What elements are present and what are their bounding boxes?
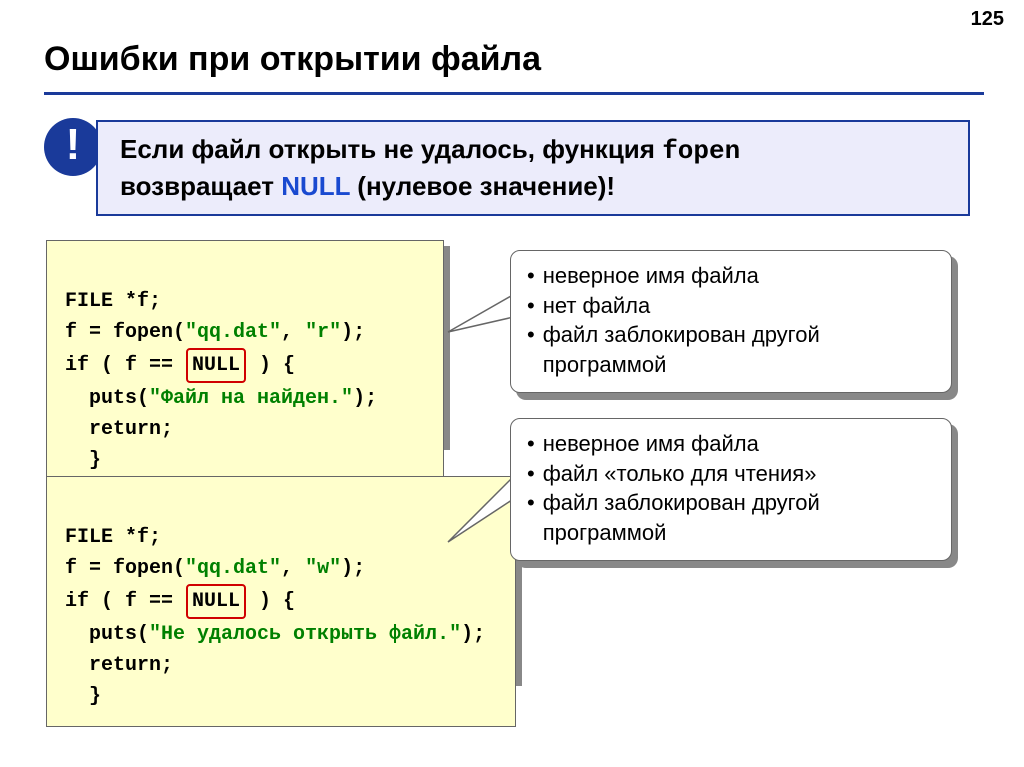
- exclamation-icon: !: [44, 118, 102, 176]
- info-mono-fopen: fopen: [662, 136, 740, 166]
- info-null: NULL: [281, 171, 350, 201]
- c1l4q: "Файл на найден.": [149, 387, 353, 410]
- bullet-icon: •: [527, 429, 535, 459]
- c2l2b: ,: [281, 557, 305, 580]
- page-number: 125: [971, 8, 1004, 31]
- c2l4b: );: [461, 623, 485, 646]
- c2l6: }: [65, 685, 101, 708]
- bullet-icon: •: [527, 459, 535, 489]
- c1l3a: if ( f ==: [65, 354, 185, 377]
- callout1-tail-icon: [446, 280, 520, 340]
- c1l2q2: "r": [305, 321, 341, 344]
- bullet-icon: •: [527, 291, 535, 321]
- list-item: • файл заблокирован другой программой: [523, 320, 935, 379]
- c1l1: FILE *f;: [65, 290, 161, 313]
- c2l2q1: "qq.dat": [185, 557, 281, 580]
- list-item: • неверное имя файла: [523, 261, 935, 291]
- c1l6: }: [65, 449, 101, 472]
- bullet-icon: •: [527, 488, 535, 518]
- title-rule: [44, 92, 984, 95]
- callout2-i2: файл «только для чтения»: [543, 459, 817, 489]
- callout2-i3: файл заблокирован другой программой: [543, 488, 935, 547]
- callout1-i2: нет файла: [543, 291, 651, 321]
- callout2-i1: неверное имя файла: [543, 429, 759, 459]
- bullet-icon: •: [527, 261, 535, 291]
- info-text-2b: (нулевое значение)!: [350, 171, 615, 201]
- page-title: Ошибки при открытии файла: [44, 40, 541, 79]
- c2-null-box: NULL: [186, 584, 246, 619]
- c2l4a: puts(: [65, 623, 149, 646]
- c2l4q: "Не удалось открыть файл.": [149, 623, 461, 646]
- code-block-1: FILE *f; f = fopen("qq.dat", "r"); if ( …: [46, 240, 444, 491]
- c2l2q2: "w": [305, 557, 341, 580]
- callout1-i1: неверное имя файла: [543, 261, 759, 291]
- c1l4b: );: [353, 387, 377, 410]
- c1l2q1: "qq.dat": [185, 321, 281, 344]
- bullet-icon: •: [527, 320, 535, 350]
- c2l3a: if ( f ==: [65, 590, 185, 613]
- list-item: • файл заблокирован другой программой: [523, 488, 935, 547]
- list-item: • файл «только для чтения»: [523, 459, 935, 489]
- c2l2a: f = fopen(: [65, 557, 185, 580]
- c1-null-box: NULL: [186, 348, 246, 383]
- c2l3b: ) {: [247, 590, 295, 613]
- c2l2c: );: [341, 557, 365, 580]
- c1l4a: puts(: [65, 387, 149, 410]
- list-item: • неверное имя файла: [523, 429, 935, 459]
- callout2-tail-icon: [446, 470, 520, 550]
- callout-1: • неверное имя файла • нет файла • файл заб…: [510, 250, 952, 393]
- c1l5: return;: [65, 418, 173, 441]
- c2l5: return;: [65, 654, 173, 677]
- c1l3b: ) {: [247, 354, 295, 377]
- info-text-1: Если файл открыть не удалось, функция: [120, 134, 662, 164]
- info-text-2a: возвращает: [120, 171, 281, 201]
- c1l2b: ,: [281, 321, 305, 344]
- callout1-i3: файл заблокирован другой программой: [543, 320, 935, 379]
- info-box: Если файл открыть не удалось, функция fo…: [96, 120, 970, 216]
- list-item: • нет файла: [523, 291, 935, 321]
- c1l2a: f = fopen(: [65, 321, 185, 344]
- c1l2c: );: [341, 321, 365, 344]
- c2l1: FILE *f;: [65, 526, 161, 549]
- callout-2: • неверное имя файла • файл «только для чт…: [510, 418, 952, 561]
